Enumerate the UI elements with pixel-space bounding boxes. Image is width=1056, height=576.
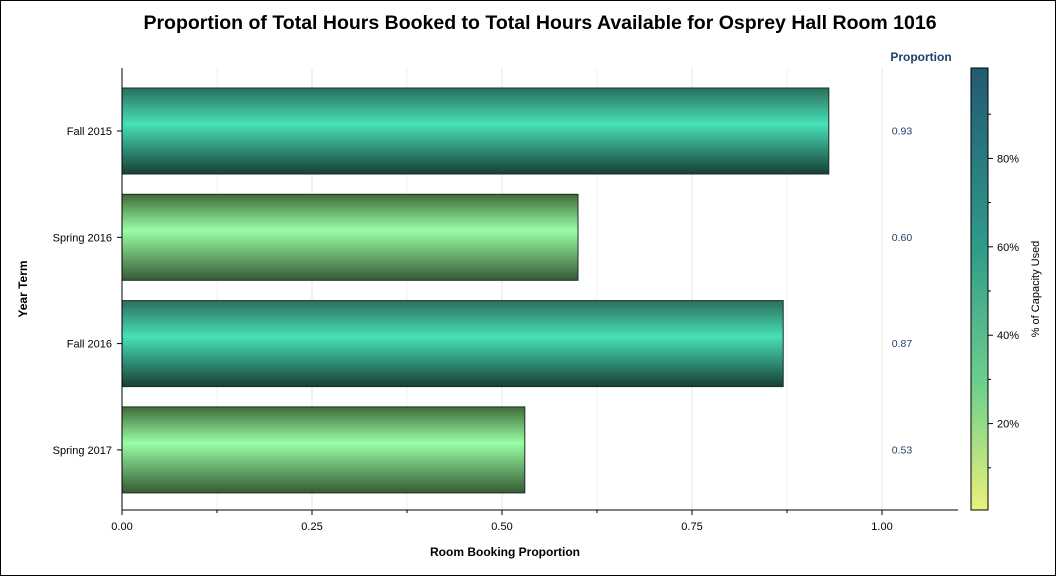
proportion-value: 0.87 bbox=[892, 338, 913, 350]
proportion-value: 0.53 bbox=[892, 444, 913, 456]
colorbar-title: % of Capacity Used bbox=[1030, 241, 1042, 338]
colorbar-tick-label: 60% bbox=[997, 242, 1019, 254]
colorbar-tick-label: 20% bbox=[997, 419, 1019, 431]
y-tick-label: Spring 2017 bbox=[53, 445, 112, 457]
x-tick-label: 0.25 bbox=[301, 521, 322, 533]
colorbar-tick-label: 80% bbox=[997, 153, 1019, 165]
bar[interactable] bbox=[121, 193, 579, 281]
bar[interactable] bbox=[121, 406, 526, 494]
y-ticks: Fall 2015 Spring 2016 Fall 2016 Spring 2017 bbox=[53, 126, 122, 457]
chart-title: Proportion of Total Hours Booked to Tota… bbox=[143, 12, 937, 34]
y-tick-label: Fall 2015 bbox=[67, 126, 112, 138]
y-tick-label: Fall 2016 bbox=[67, 339, 112, 351]
x-tick-label: 0.75 bbox=[681, 521, 702, 533]
x-tick-label: 0.50 bbox=[491, 521, 512, 533]
x-ticks: 0.00 0.25 0.50 0.75 1.00 bbox=[111, 510, 893, 533]
colorbar-ticks: 20% 40% 60% 80% bbox=[988, 113, 1019, 469]
colorbar-tick-label: 40% bbox=[997, 330, 1019, 342]
proportion-column: 0.93 0.60 0.87 0.53 bbox=[892, 126, 913, 457]
bars bbox=[121, 87, 830, 494]
proportion-header: Proportion bbox=[890, 50, 951, 64]
x-tick-label: 0.00 bbox=[111, 521, 132, 533]
bar[interactable] bbox=[121, 87, 830, 175]
bar[interactable] bbox=[121, 300, 784, 388]
proportion-value: 0.93 bbox=[892, 126, 913, 138]
x-tick-label: 1.00 bbox=[871, 521, 892, 533]
y-tick-label: Spring 2016 bbox=[53, 232, 112, 244]
colorbar bbox=[970, 67, 989, 511]
y-axis-title: Year Term bbox=[16, 260, 30, 317]
proportion-value: 0.60 bbox=[892, 232, 913, 244]
x-axis-title: Room Booking Proportion bbox=[430, 545, 580, 559]
